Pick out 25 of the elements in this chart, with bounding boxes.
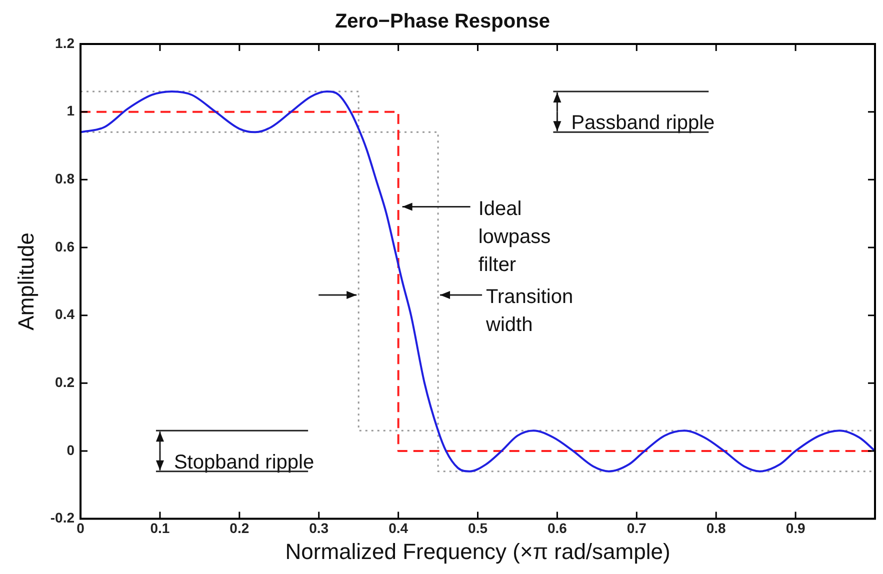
x-tick-label: 0	[76, 520, 85, 536]
x-tick-label: 0.2	[230, 520, 250, 536]
y-tick-label: 0.4	[55, 306, 75, 322]
y-tick-label: 1	[66, 102, 75, 119]
annotation: Stopband ripple	[174, 451, 314, 474]
x-axis-title: Normalized Frequency (×π rad/sample)	[285, 538, 670, 564]
y-tick-label: 0.6	[55, 238, 75, 254]
x-tick-label: 0.8	[706, 520, 726, 536]
annotation: Transition width	[485, 286, 574, 336]
y-tick-label: 0.8	[55, 170, 75, 187]
x-tick-label: 0.9	[786, 520, 806, 536]
x-tick-label: 0.4	[388, 520, 408, 536]
y-axis-title: Amplitude	[13, 232, 38, 330]
annotation: Passband ripple	[571, 112, 715, 134]
y-tick-label: 1.2	[55, 34, 75, 51]
x-tick-label: 0.3	[309, 520, 329, 536]
x-tick-label: 0.7	[626, 520, 647, 536]
x-tick-label: 0.5	[468, 520, 488, 536]
y-tick-label: -0.2	[50, 510, 75, 526]
y-tick-label: 0.2	[55, 374, 75, 390]
chart-title: Zero−Phase Response	[334, 10, 550, 33]
y-tick-label: 0	[66, 442, 75, 458]
x-tick-label: 0.6	[547, 520, 568, 536]
x-tick-label: 0.1	[150, 520, 170, 536]
annotation: Ideal lowpass filter	[478, 198, 551, 276]
